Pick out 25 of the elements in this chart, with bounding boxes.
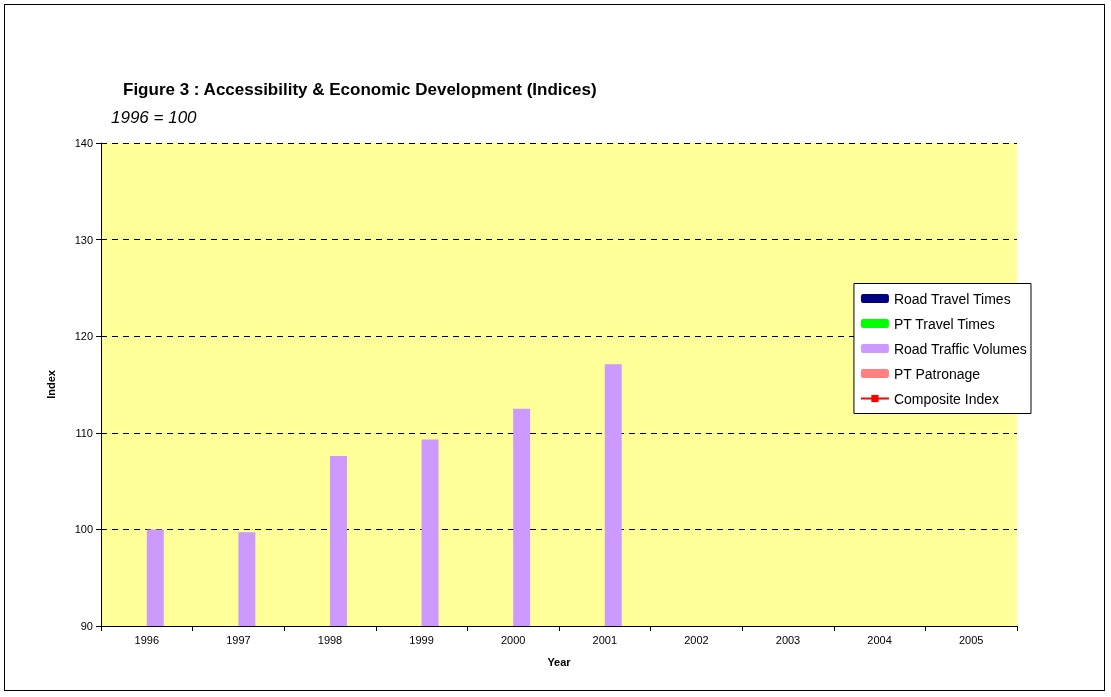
x-tick-label: 1999 (409, 633, 434, 646)
chart-title: Figure 3 : Accessibility & Economic Development (Indices) (123, 80, 597, 99)
legend-label: Road Traffic Volumes (893, 340, 1027, 357)
y-tick-label: 140 (74, 137, 93, 149)
y-tick-label: 110 (75, 426, 93, 439)
x-tick-label: 1998 (317, 633, 343, 646)
legend-label: PT Patronage (893, 365, 981, 382)
legend-label: Composite Index (893, 390, 999, 407)
y-tick-label: 130 (74, 233, 93, 246)
x-tick-label: 2000 (500, 633, 526, 646)
legend-label: PT Travel Times (893, 315, 995, 332)
x-tick-label: 1997 (226, 633, 251, 646)
x-tick-label: 2001 (592, 633, 618, 646)
legend-label: Road Travel Times (893, 290, 1011, 307)
y-tick-label: 90 (80, 620, 93, 632)
y-tick-label: 100 (74, 523, 93, 536)
x-tick-label: 1996 (134, 633, 160, 646)
x-tick-label: 2005 (958, 633, 984, 646)
y-axis-title: Index (44, 369, 57, 399)
x-tick-label: 2003 (775, 633, 801, 646)
chart-subtitle: 1996 = 100 (111, 108, 198, 127)
x-tick-label: 2004 (867, 633, 892, 646)
y-tick-label: 120 (74, 330, 93, 343)
x-tick-label: 2002 (684, 633, 709, 646)
x-axis-title: Year (547, 655, 572, 668)
